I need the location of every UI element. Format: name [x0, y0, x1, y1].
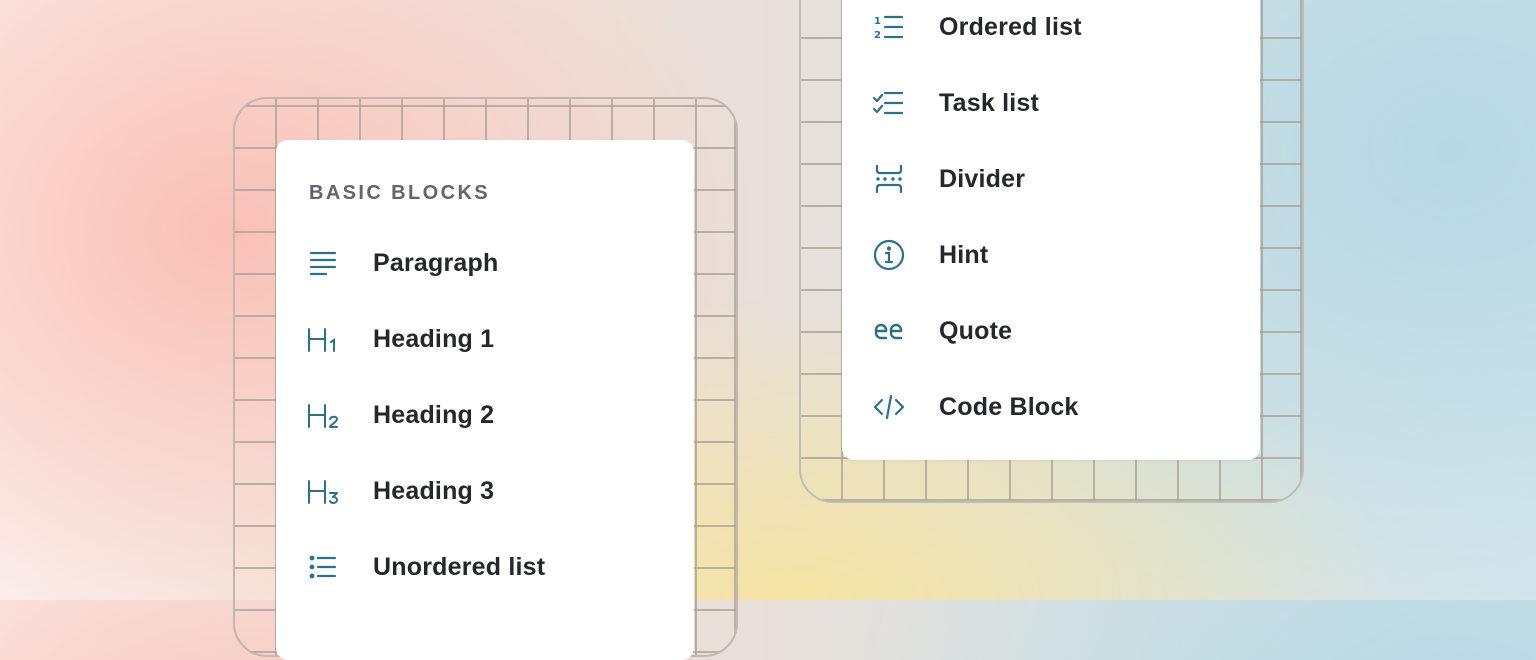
- menu-item-heading-3[interactable]: Heading 3: [276, 466, 494, 516]
- menu-item-label: Divider: [939, 164, 1026, 193]
- section-title: BASIC BLOCKS: [309, 182, 491, 204]
- menu-item-label: Task list: [939, 88, 1039, 117]
- task-list-icon: [872, 86, 906, 120]
- quote-icon: [872, 314, 906, 348]
- block-menu-basic: BASIC BLOCKS Paragraph Heading 1 Heading…: [276, 140, 694, 660]
- menu-item-paragraph[interactable]: Paragraph: [276, 238, 498, 288]
- menu-item-quote[interactable]: Quote: [842, 306, 1012, 356]
- paragraph-icon: [306, 246, 340, 280]
- menu-item-task-list[interactable]: Task list: [842, 78, 1039, 128]
- menu-item-label: Heading 2: [373, 400, 495, 429]
- code-icon: [872, 390, 906, 424]
- menu-item-heading-1[interactable]: Heading 1: [276, 314, 494, 364]
- divider-icon: [872, 162, 906, 196]
- menu-item-label: Ordered list: [939, 12, 1082, 41]
- svg-text:1: 1: [874, 16, 881, 27]
- menu-item-code-block[interactable]: Code Block: [842, 382, 1079, 432]
- menu-item-label: Quote: [939, 316, 1013, 345]
- menu-item-label: Heading 3: [373, 476, 495, 505]
- menu-item-label: Hint: [939, 240, 989, 269]
- menu-item-heading-2[interactable]: Heading 2: [276, 390, 494, 440]
- menu-item-divider[interactable]: Divider: [842, 154, 1025, 204]
- heading-3-icon: [306, 474, 340, 508]
- info-icon: [872, 238, 906, 272]
- menu-item-label: Code Block: [939, 392, 1079, 421]
- menu-item-label: Heading 1: [373, 324, 495, 353]
- menu-item-unordered-list[interactable]: Unordered list: [276, 542, 545, 592]
- heading-1-icon: [306, 322, 340, 356]
- unordered-list-icon: [306, 550, 340, 584]
- menu-item-label: Unordered list: [373, 552, 546, 581]
- menu-item-hint[interactable]: Hint: [842, 230, 988, 280]
- svg-text:2: 2: [874, 30, 881, 41]
- menu-item-label: Paragraph: [373, 248, 499, 277]
- heading-2-icon: [306, 398, 340, 432]
